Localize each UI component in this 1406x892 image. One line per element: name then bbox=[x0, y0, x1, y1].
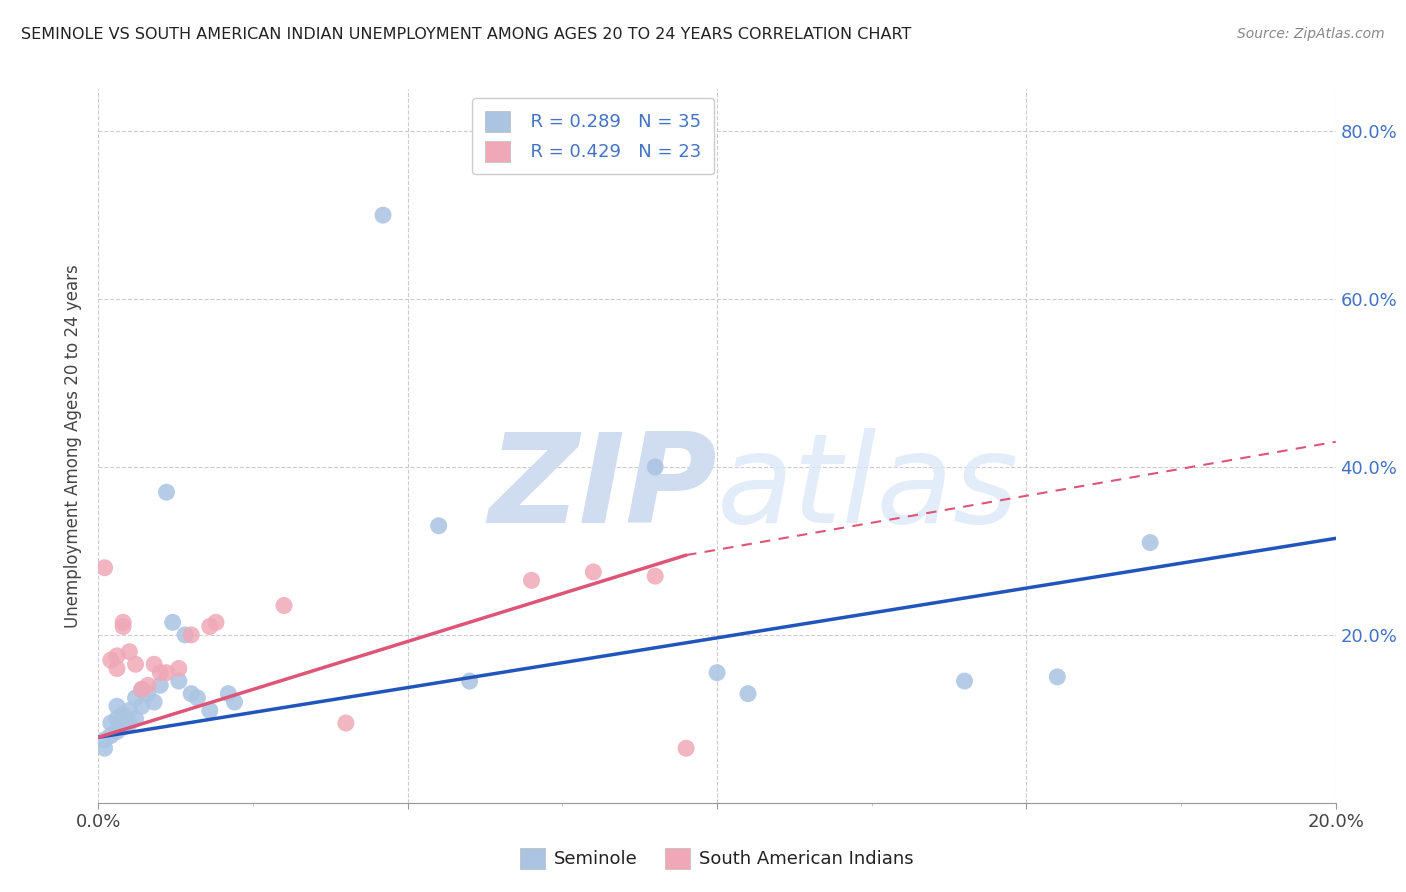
Point bbox=[136, 687, 159, 701]
Point bbox=[644, 460, 666, 475]
Point bbox=[737, 687, 759, 701]
Point bbox=[217, 687, 239, 701]
Point bbox=[180, 687, 202, 701]
Point bbox=[105, 661, 128, 675]
Point bbox=[198, 619, 221, 633]
Point bbox=[118, 645, 141, 659]
Point bbox=[706, 665, 728, 680]
Point bbox=[112, 720, 135, 734]
Point bbox=[143, 657, 166, 672]
Point bbox=[224, 695, 246, 709]
Point bbox=[198, 703, 221, 717]
Point bbox=[136, 678, 159, 692]
Point bbox=[167, 661, 190, 675]
Text: ZIP: ZIP bbox=[488, 428, 717, 549]
Point bbox=[143, 695, 166, 709]
Point bbox=[1139, 535, 1161, 549]
Point bbox=[100, 653, 122, 667]
Point bbox=[100, 716, 122, 731]
Point bbox=[100, 729, 122, 743]
Point bbox=[273, 599, 295, 613]
Point bbox=[186, 690, 208, 705]
Point bbox=[112, 707, 135, 722]
Point bbox=[93, 560, 115, 574]
Point bbox=[644, 569, 666, 583]
Point bbox=[105, 724, 128, 739]
Point bbox=[520, 574, 543, 588]
Legend: Seminole, South American Indians: Seminole, South American Indians bbox=[509, 837, 925, 880]
Point bbox=[953, 674, 976, 689]
Point bbox=[167, 674, 190, 689]
Point bbox=[93, 741, 115, 756]
Point bbox=[1046, 670, 1069, 684]
Point bbox=[180, 628, 202, 642]
Point bbox=[118, 703, 141, 717]
Point bbox=[205, 615, 228, 630]
Point bbox=[112, 615, 135, 630]
Point bbox=[162, 615, 184, 630]
Point bbox=[174, 628, 197, 642]
Point bbox=[131, 699, 153, 714]
Y-axis label: Unemployment Among Ages 20 to 24 years: Unemployment Among Ages 20 to 24 years bbox=[65, 264, 83, 628]
Point bbox=[105, 712, 128, 726]
Point bbox=[582, 565, 605, 579]
Point bbox=[124, 690, 146, 705]
Text: Source: ZipAtlas.com: Source: ZipAtlas.com bbox=[1237, 27, 1385, 41]
Text: atlas: atlas bbox=[717, 428, 1019, 549]
Point bbox=[124, 712, 146, 726]
Point bbox=[155, 665, 177, 680]
Point bbox=[427, 518, 450, 533]
Point bbox=[149, 665, 172, 680]
Point bbox=[131, 682, 153, 697]
Point bbox=[675, 741, 697, 756]
Point bbox=[335, 716, 357, 731]
Point bbox=[112, 619, 135, 633]
Point bbox=[371, 208, 394, 222]
Point bbox=[118, 716, 141, 731]
Point bbox=[93, 732, 115, 747]
Point bbox=[458, 674, 481, 689]
Text: SEMINOLE VS SOUTH AMERICAN INDIAN UNEMPLOYMENT AMONG AGES 20 TO 24 YEARS CORRELA: SEMINOLE VS SOUTH AMERICAN INDIAN UNEMPL… bbox=[21, 27, 911, 42]
Point bbox=[105, 699, 128, 714]
Point bbox=[131, 682, 153, 697]
Point bbox=[105, 648, 128, 663]
Point bbox=[149, 678, 172, 692]
Point bbox=[155, 485, 177, 500]
Point bbox=[124, 657, 146, 672]
